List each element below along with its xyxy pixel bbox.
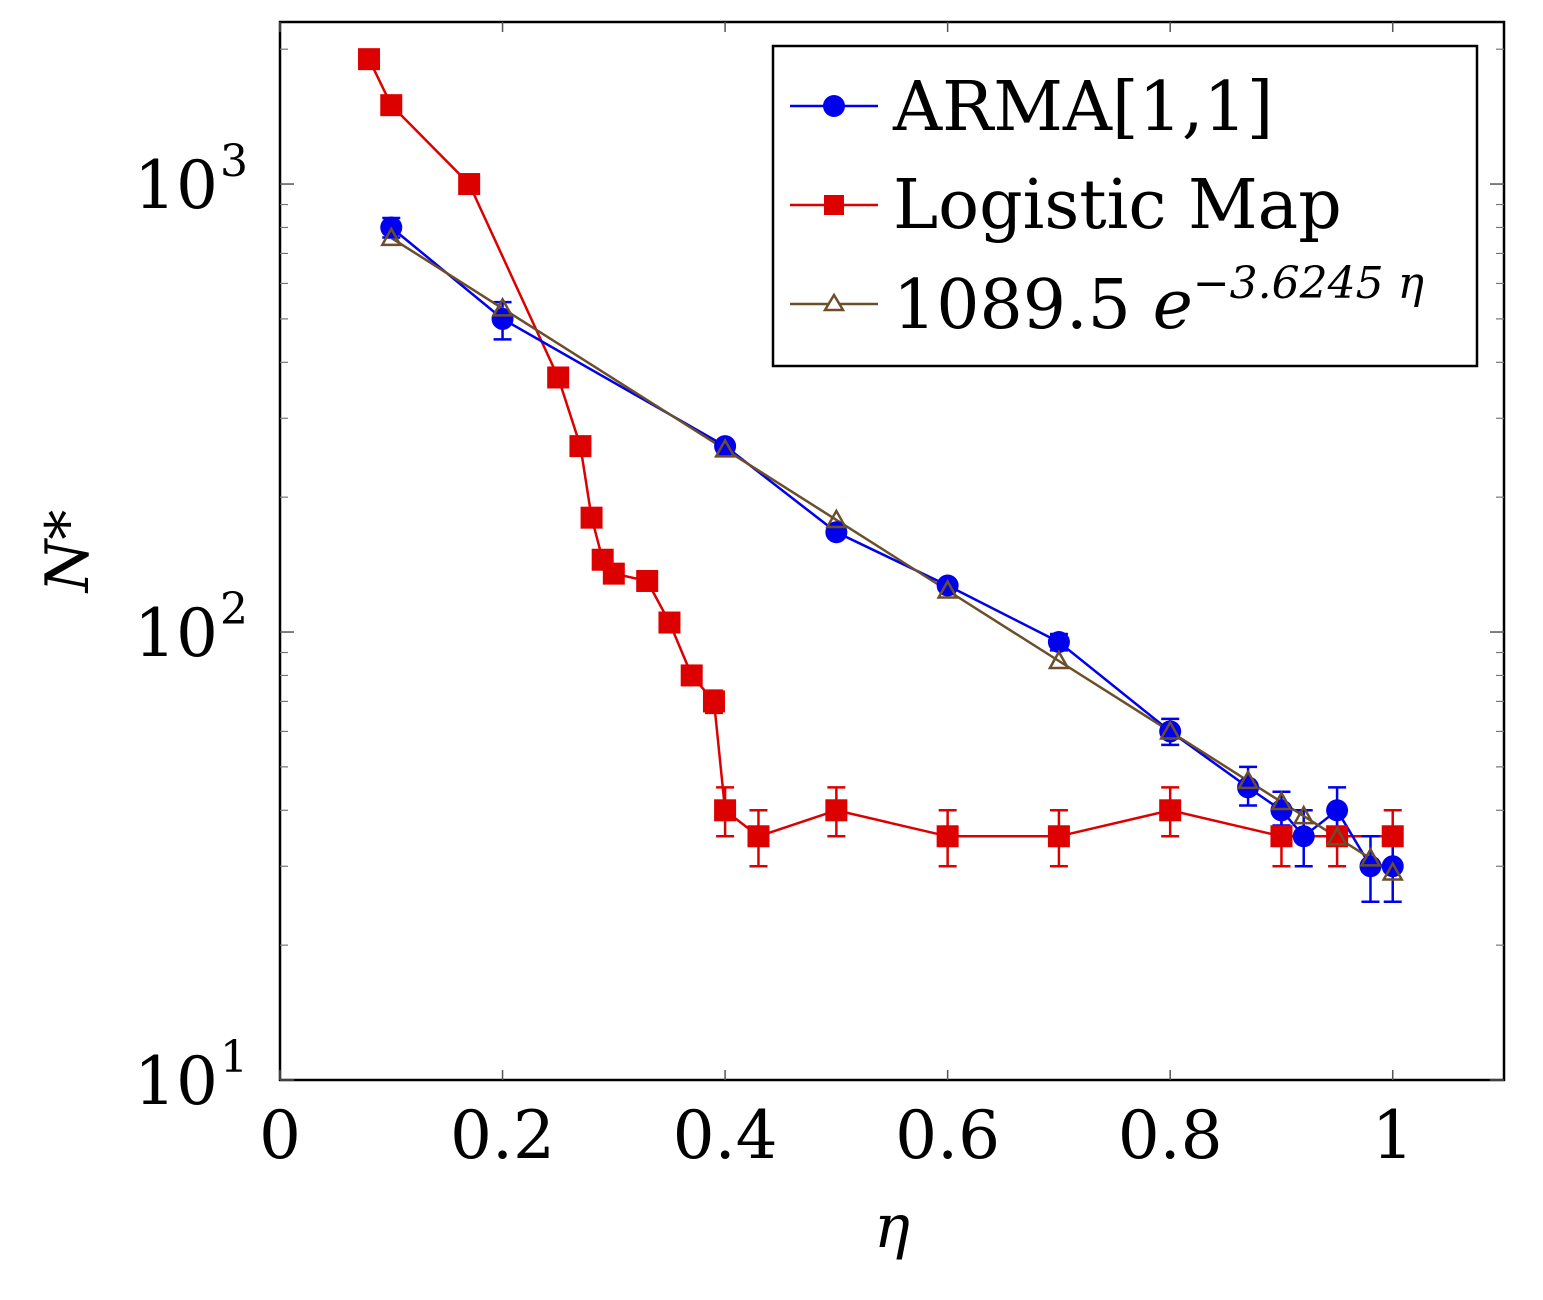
legend-entry-arma: ARMA[1,1] <box>790 68 1273 147</box>
series-layer <box>358 48 1404 903</box>
legend-fit-label: 1089.5 e−3.6245 η <box>893 258 1424 345</box>
x-axis: 0 0.2 0.4 0.6 0.8 1 <box>259 22 1414 1174</box>
logistic-marker-1 <box>380 94 403 117</box>
legend-fit-marker <box>822 292 846 312</box>
fit-marker-6 <box>1159 719 1182 740</box>
logistic-marker-12 <box>714 799 737 822</box>
logistic-marker-2 <box>458 173 481 196</box>
logistic-marker-7 <box>602 562 625 585</box>
y-tick-label-base-0: 10 <box>134 1043 218 1120</box>
x-tick-label-5: 1 <box>1372 1097 1414 1174</box>
logistic-marker-20 <box>1381 825 1404 848</box>
legend: ARMA[1,1] Logistic Map 1089.5 e−3.6245 η <box>771 44 1479 368</box>
y-tick-label-2: 10 <box>134 147 218 224</box>
fit-marker-0 <box>380 226 403 247</box>
x-tick-label-0: 0 <box>259 1097 301 1174</box>
fit-marker-1 <box>491 296 514 317</box>
y-tick-label-0: 10 <box>134 1043 218 1120</box>
logistic-marker-9 <box>658 611 681 634</box>
fit-marker-12 <box>1381 860 1404 881</box>
y-tick-label-exp-0: 1 <box>220 1032 248 1083</box>
fit-marker-5 <box>1047 649 1071 670</box>
logistic-marker-18 <box>1270 825 1293 848</box>
legend-logistic-label: Logistic Map <box>893 166 1342 245</box>
legend-fit-e: e <box>1153 266 1193 345</box>
legend-fit-coef: 1089.5 <box>893 266 1153 345</box>
y-tick-label-1: 10 <box>134 595 218 672</box>
fit-marker-2 <box>713 437 737 458</box>
arma-marker-12 <box>1381 855 1404 878</box>
y-tick-label-base-1: 10 <box>134 595 218 672</box>
arma-marker-8 <box>1270 799 1293 822</box>
logistic-marker-4 <box>569 435 592 458</box>
logistic-marker-17 <box>1159 799 1182 822</box>
arma-marker-1 <box>491 307 514 330</box>
fit-marker-8 <box>1270 790 1293 811</box>
y-minor-ticks <box>280 48 1504 946</box>
legend-entry-logistic: Logistic Map <box>790 166 1342 245</box>
legend-arma-marker <box>823 95 845 117</box>
y-axis-label-group: N* <box>33 510 103 595</box>
logistic-marker-16 <box>1047 825 1070 848</box>
logistic-marker-8 <box>636 569 659 592</box>
logistic-marker-14 <box>825 799 848 822</box>
fit-marker-10 <box>1325 825 1349 846</box>
x-axis-label: η <box>874 1192 910 1262</box>
arma-marker-5 <box>1047 631 1070 654</box>
legend-entry-fit: 1089.5 e−3.6245 η <box>790 258 1424 345</box>
legend-fit-exponent: −3.6245 η <box>1193 258 1424 309</box>
logistic-marker-3 <box>547 366 570 389</box>
plot-frame <box>278 20 1506 1082</box>
logistic-marker-0 <box>358 48 381 71</box>
fit-marker-3 <box>825 508 848 529</box>
arma-marker-9 <box>1292 825 1315 848</box>
arma-marker-6 <box>1159 720 1182 743</box>
x-tick-label-1: 0.2 <box>450 1097 555 1174</box>
fit-marker-9 <box>1292 804 1315 825</box>
x-tick-label-4: 0.8 <box>1118 1097 1223 1174</box>
fit-marker-11 <box>1359 846 1382 867</box>
fit-marker-4 <box>936 578 959 599</box>
y-tick-label-exp-2: 3 <box>220 136 248 187</box>
x-tick-label-2: 0.4 <box>673 1097 778 1174</box>
legend-arma-label: ARMA[1,1] <box>892 68 1273 147</box>
logistic-marker-19 <box>1326 825 1349 848</box>
logistic-marker-13 <box>747 825 770 848</box>
arma-marker-10 <box>1326 799 1349 822</box>
logistic-marker-10 <box>680 664 703 687</box>
y-tick-label-base-2: 10 <box>134 147 218 224</box>
x-tick-label-3: 0.6 <box>895 1097 1000 1174</box>
y-tick-label-exp-1: 2 <box>220 584 248 635</box>
fit-marker-7 <box>1236 769 1260 790</box>
y-axis-label: N* <box>33 510 103 595</box>
logistic-marker-15 <box>936 825 959 848</box>
legend-box <box>771 44 1479 368</box>
logistic-marker-11 <box>702 690 725 713</box>
logistic-marker-5 <box>580 506 603 529</box>
legend-logistic-marker <box>824 195 844 215</box>
